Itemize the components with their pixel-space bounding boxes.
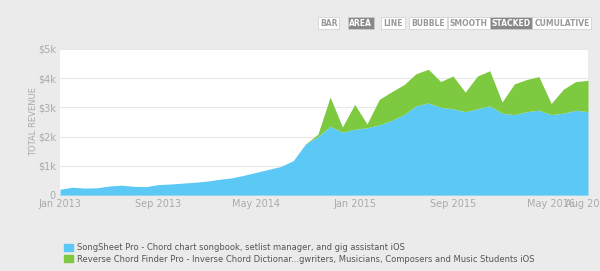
Legend: SongSheet Pro - Chord chart songbook, setlist manager, and gig assistant iOS, Re: SongSheet Pro - Chord chart songbook, se… — [64, 243, 534, 264]
Text: LINE: LINE — [383, 18, 403, 28]
Text: SMOOTH: SMOOTH — [450, 18, 488, 28]
Text: STACKED: STACKED — [491, 18, 531, 28]
Y-axis label: TOTAL REVENUE: TOTAL REVENUE — [29, 88, 38, 156]
Text: AREA: AREA — [349, 18, 373, 28]
Text: CUMULATIVE: CUMULATIVE — [534, 18, 590, 28]
Text: BUBBLE: BUBBLE — [411, 18, 445, 28]
Text: BAR: BAR — [320, 18, 338, 28]
